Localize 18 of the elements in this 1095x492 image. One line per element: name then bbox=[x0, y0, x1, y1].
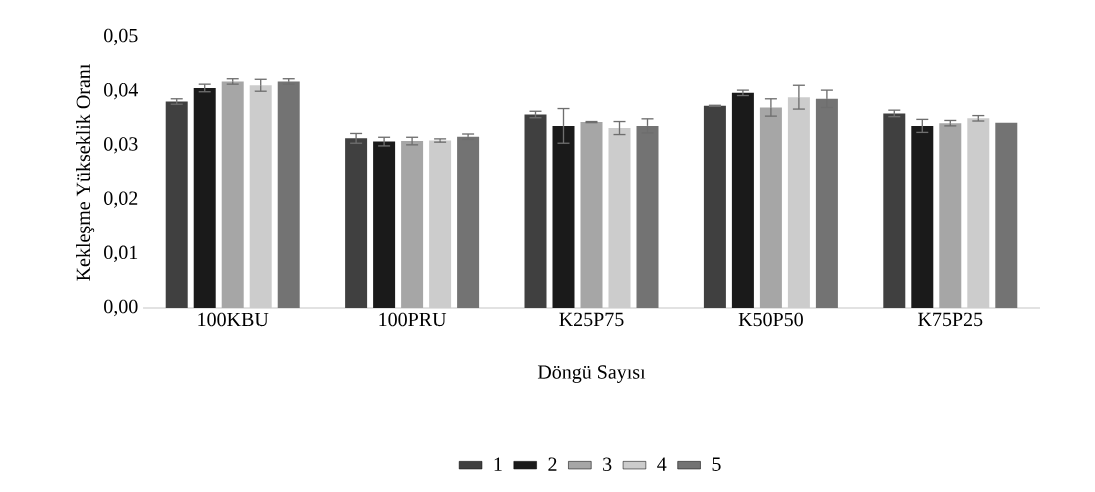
y-tick-label: 0,04 bbox=[104, 83, 138, 100]
y-axis-title: Kekleşme Yükseklik Oranı bbox=[76, 64, 95, 281]
x-tick-label: K75P25 bbox=[918, 312, 983, 327]
y-tick-label: 0,00 bbox=[104, 299, 138, 317]
legend-label: 5 bbox=[712, 457, 721, 471]
y-tick-label: 0,05 bbox=[104, 28, 138, 46]
y-tick-label: 0,01 bbox=[104, 245, 138, 262]
x-tick-label: K50P50 bbox=[738, 312, 803, 327]
x-tick-label: 100PRU bbox=[379, 312, 447, 327]
x-tick-label: K25P75 bbox=[559, 312, 624, 327]
x-axis-title: Döngü Sayısı bbox=[537, 365, 646, 383]
y-tick-label: 0,02 bbox=[104, 191, 138, 208]
y-tick-label: 0,03 bbox=[104, 137, 138, 154]
legend-label: 2 bbox=[548, 457, 557, 471]
legend-label: 4 bbox=[657, 457, 667, 471]
legend-label: 1 bbox=[494, 457, 502, 471]
legend-label: 3 bbox=[603, 457, 612, 471]
x-tick-label: 100KBU bbox=[198, 312, 269, 327]
